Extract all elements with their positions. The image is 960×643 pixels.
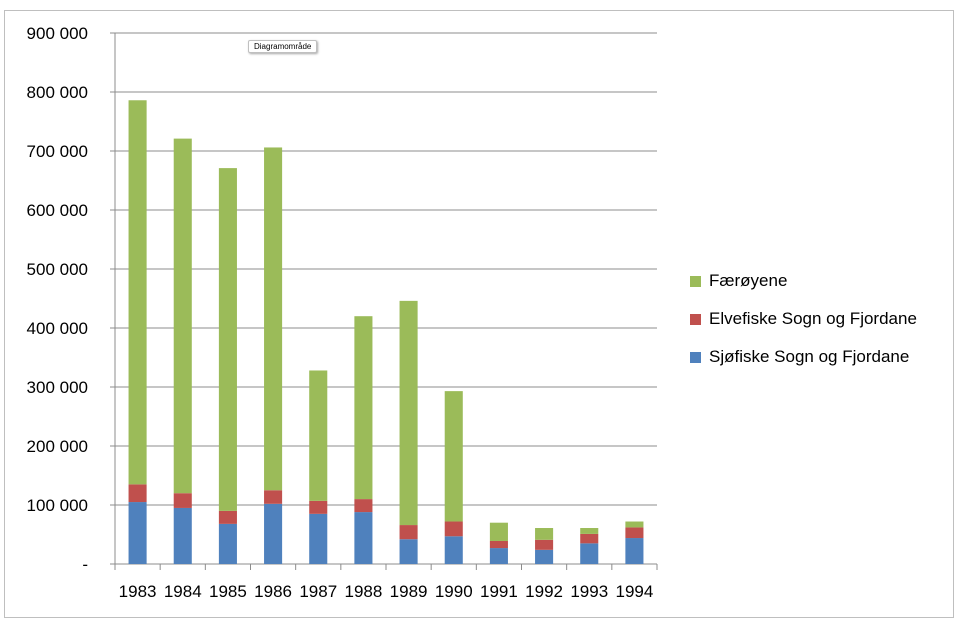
x-tick-label: 1993 bbox=[570, 582, 608, 601]
chart-area[interactable] bbox=[4, 10, 954, 618]
bar-elvefiske-sogn-og-fjordane-1985 bbox=[218, 510, 237, 524]
bar-sj-fiske-sogn-og-fjordane-1983 bbox=[128, 502, 147, 564]
legend-label: Færøyene bbox=[709, 271, 788, 290]
bar-f-r-yene-1993 bbox=[580, 528, 599, 534]
legend-item[interactable]: Elvefiske Sogn og Fjordane bbox=[690, 300, 917, 338]
bar-elvefiske-sogn-og-fjordane-1989 bbox=[399, 525, 418, 540]
x-tick-label: 1985 bbox=[209, 582, 247, 601]
bar-f-r-yene-1994 bbox=[625, 521, 644, 528]
bar-elvefiske-sogn-og-fjordane-1983 bbox=[128, 484, 147, 503]
bar-sj-fiske-sogn-og-fjordane-1993 bbox=[580, 543, 599, 564]
bar-elvefiske-sogn-og-fjordane-1992 bbox=[535, 539, 554, 550]
bar-sj-fiske-sogn-og-fjordane-1994 bbox=[625, 538, 644, 564]
x-tick-label: 1983 bbox=[119, 582, 157, 601]
bar-elvefiske-sogn-og-fjordane-1988 bbox=[354, 499, 373, 513]
bar-sj-fiske-sogn-og-fjordane-1992 bbox=[535, 549, 554, 564]
legend-swatch bbox=[690, 275, 701, 287]
bar-f-r-yene-1987 bbox=[309, 370, 328, 501]
y-tick-label: 500 000 bbox=[27, 260, 88, 279]
y-tick-label: - bbox=[82, 555, 88, 574]
bar-sj-fiske-sogn-og-fjordane-1985 bbox=[218, 523, 237, 564]
legend-item[interactable]: Sjøfiske Sogn og Fjordane bbox=[690, 338, 917, 376]
y-tick-label: 200 000 bbox=[27, 437, 88, 456]
bar-elvefiske-sogn-og-fjordane-1993 bbox=[580, 533, 599, 544]
bar-sj-fiske-sogn-og-fjordane-1984 bbox=[173, 507, 192, 564]
bar-sj-fiske-sogn-og-fjordane-1987 bbox=[309, 513, 328, 564]
y-tick-label: 800 000 bbox=[27, 83, 88, 102]
legend-label: Sjøfiske Sogn og Fjordane bbox=[709, 347, 910, 366]
bar-sj-fiske-sogn-og-fjordane-1990 bbox=[444, 536, 463, 564]
legend-label: Elvefiske Sogn og Fjordane bbox=[709, 309, 917, 328]
y-tick-label: 900 000 bbox=[27, 24, 88, 43]
bar-sj-fiske-sogn-og-fjordane-1991 bbox=[489, 548, 508, 564]
bar-elvefiske-sogn-og-fjordane-1991 bbox=[489, 540, 508, 549]
x-tick-label: 1994 bbox=[616, 582, 654, 601]
x-tick-label: 1988 bbox=[345, 582, 383, 601]
bar-f-r-yene-1992 bbox=[535, 528, 554, 540]
legend[interactable]: Færøyene Elvefiske Sogn og Fjordane Sjøfis… bbox=[690, 262, 917, 376]
x-tick-label: 1989 bbox=[390, 582, 428, 601]
bar-f-r-yene-1983 bbox=[128, 100, 147, 485]
bar-f-r-yene-1985 bbox=[218, 168, 237, 511]
x-tick-label: 1990 bbox=[435, 582, 473, 601]
bar-elvefiske-sogn-og-fjordane-1987 bbox=[309, 500, 328, 514]
y-tick-label: 600 000 bbox=[27, 201, 88, 220]
bar-sj-fiske-sogn-og-fjordane-1988 bbox=[354, 512, 373, 564]
bar-sj-fiske-sogn-og-fjordane-1989 bbox=[399, 539, 418, 564]
bar-f-r-yene-1989 bbox=[399, 300, 418, 526]
bar-f-r-yene-1990 bbox=[444, 391, 463, 522]
legend-item[interactable]: Færøyene bbox=[690, 262, 917, 300]
bar-elvefiske-sogn-og-fjordane-1994 bbox=[625, 527, 644, 539]
bar-sj-fiske-sogn-og-fjordane-1986 bbox=[264, 503, 283, 564]
chart-area-tooltip: Diagramområde bbox=[248, 40, 318, 53]
y-tick-label: 300 000 bbox=[27, 378, 88, 397]
x-tick-label: 1986 bbox=[254, 582, 292, 601]
x-tick-label: 1992 bbox=[525, 582, 563, 601]
x-tick-label: 1984 bbox=[164, 582, 202, 601]
legend-swatch bbox=[690, 351, 701, 363]
bar-elvefiske-sogn-og-fjordane-1986 bbox=[264, 490, 283, 504]
bar-f-r-yene-1984 bbox=[173, 138, 192, 494]
bar-f-r-yene-1986 bbox=[264, 147, 283, 491]
x-tick-label: 1991 bbox=[480, 582, 518, 601]
y-tick-label: 700 000 bbox=[27, 142, 88, 161]
bar-f-r-yene-1991 bbox=[489, 522, 508, 541]
legend-swatch bbox=[690, 313, 701, 325]
bar-elvefiske-sogn-og-fjordane-1990 bbox=[444, 521, 463, 537]
bar-f-r-yene-1988 bbox=[354, 316, 373, 500]
bar-elvefiske-sogn-og-fjordane-1984 bbox=[173, 493, 192, 508]
x-tick-label: 1987 bbox=[299, 582, 337, 601]
y-tick-label: 100 000 bbox=[27, 496, 88, 515]
y-tick-label: 400 000 bbox=[27, 319, 88, 338]
